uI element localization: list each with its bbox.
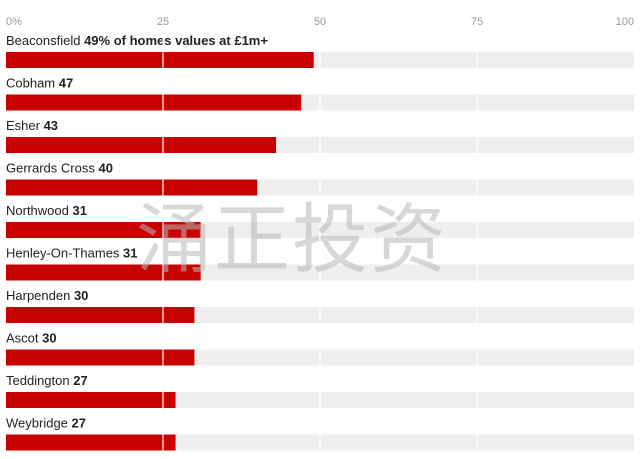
bar [6,434,176,451]
value-label: 30 [74,288,88,303]
value-label: 30 [42,331,56,346]
category-name: Weybridge [6,416,72,431]
category-name: Beaconsfield [6,33,84,48]
category-name: Harpenden [6,288,74,303]
value-label: 27 [73,373,87,388]
category-label: Henley-On-Thames 31 [6,246,138,261]
category-label: Beaconsfield 49% of homes values at £1m+ [6,33,268,48]
value-label: 47 [59,76,73,91]
x-tick-label: 50 [314,16,326,28]
value-label: 49% of homes values at £1m+ [84,33,268,48]
category-name: Cobham [6,76,59,91]
bar [6,52,314,68]
bar [6,264,201,281]
gridlines [162,32,478,451]
value-label: 27 [72,416,86,431]
category-label: Cobham 47 [6,76,73,91]
category-name: Esher [6,118,44,133]
value-label: 40 [98,161,112,176]
category-label: Esher 43 [6,118,58,133]
bar [6,349,195,366]
category-label: Teddington 27 [6,373,88,388]
bar [6,392,176,408]
x-tick-label: 0% [6,16,22,28]
category-name: Ascot [6,331,42,346]
bar [6,137,277,153]
category-label: Ascot 30 [6,331,57,346]
value-label: 31 [72,203,86,218]
category-label: Weybridge 27 [6,416,86,431]
category-name: Northwood [6,203,72,218]
x-tick-label: 100 [616,16,634,28]
x-axis-ticks: 0% 25 50 75 100 [6,16,634,28]
category-name: Teddington [6,373,73,388]
bar [6,94,302,111]
value-label: 43 [44,118,58,133]
value-label: 31 [123,246,137,261]
category-label: Gerrards Cross 40 [6,161,113,176]
category-name: Gerrards Cross [6,161,98,176]
bar [6,222,201,238]
bar [6,307,195,323]
category-label: Harpenden 30 [6,288,88,303]
x-tick-label: 25 [157,16,169,28]
x-tick-label: 75 [471,16,483,28]
category-label: Northwood 31 [6,203,87,218]
bar [6,179,258,196]
category-name: Henley-On-Thames [6,246,123,261]
